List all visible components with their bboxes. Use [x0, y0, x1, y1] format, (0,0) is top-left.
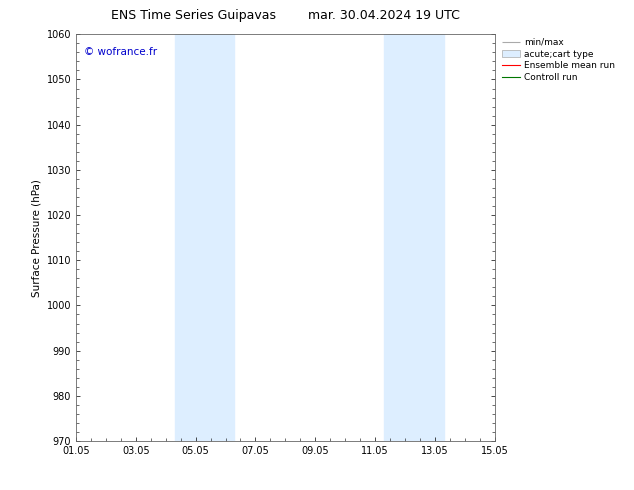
- Bar: [175, 34, 235, 441]
- Y-axis label: Surface Pressure (hPa): Surface Pressure (hPa): [31, 179, 41, 296]
- Text: ENS Time Series Guipavas        mar. 30.04.2024 19 UTC: ENS Time Series Guipavas mar. 30.04.2024…: [111, 9, 460, 22]
- Bar: [384, 34, 444, 441]
- Legend: min/max, acute;cart type, Ensemble mean run, Controll run: min/max, acute;cart type, Ensemble mean …: [499, 34, 619, 86]
- Text: © wofrance.fr: © wofrance.fr: [84, 47, 158, 56]
